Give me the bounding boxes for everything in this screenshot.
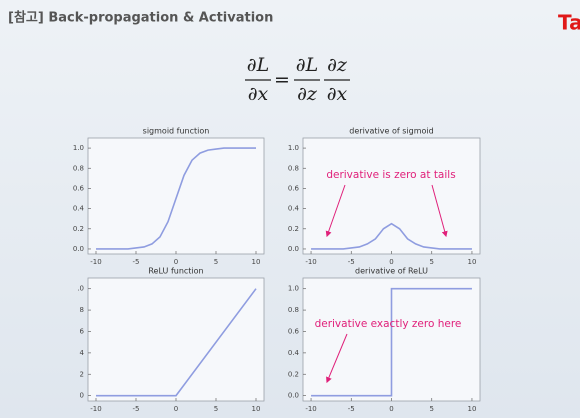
data-line: [311, 287, 472, 397]
chart-title: derivative of sigmoid: [349, 127, 433, 136]
x-tick-label: 0: [174, 405, 178, 413]
y-tick-label: 0.0: [288, 245, 299, 253]
y-tick-label: 0.4: [73, 205, 85, 213]
annotation-arrow: [325, 184, 346, 238]
x-tick-label: 10: [252, 258, 261, 266]
eq-denominator: ∂z: [297, 83, 318, 105]
x-tick-label: 5: [214, 405, 218, 413]
chart-title: sigmoid function: [143, 127, 210, 136]
eq-numerator: ∂L: [296, 54, 318, 76]
x-tick-label: -10: [305, 258, 316, 266]
x-tick-label: 5: [429, 405, 433, 413]
y-tick-label: 0.8: [73, 164, 84, 172]
equation: ∂L∂x=∂L∂z∂z∂x: [245, 54, 350, 105]
x-tick-label: -5: [348, 405, 355, 413]
chart-title: derivative of ReLU: [355, 267, 428, 276]
y-tick-label: 0.8: [288, 164, 299, 172]
data-line: [96, 147, 256, 250]
eq-numerator: ∂z: [327, 54, 348, 76]
y-tick-label: 0.4: [288, 349, 300, 357]
annotation-arrow: [431, 184, 448, 238]
y-tick-label: 0.2: [73, 225, 84, 233]
x-tick-label: -10: [90, 405, 101, 413]
y-tick-label: 0.2: [288, 370, 299, 378]
data-line: [96, 288, 257, 397]
annotation: derivative exactly zero here: [315, 318, 462, 330]
eq-denominator: ∂x: [248, 83, 269, 105]
annotation: derivative is zero at tails: [326, 169, 455, 181]
x-tick-label: -10: [90, 258, 101, 266]
slide-title: [참고] Back-propagation & Activation: [8, 10, 273, 26]
x-tick-label: -10: [305, 405, 316, 413]
chart-title: ReLU function: [148, 267, 203, 276]
y-tick-label: 4: [80, 349, 85, 357]
y-tick-label: 0.6: [288, 184, 300, 192]
y-tick-label: 8: [80, 306, 84, 314]
x-tick-label: -5: [348, 258, 355, 266]
y-tick-label: 0.0: [73, 245, 84, 253]
x-tick-label: 5: [214, 258, 218, 266]
y-tick-label: 0: [80, 392, 84, 400]
x-tick-label: 5: [429, 258, 433, 266]
eq-denominator: ∂x: [327, 83, 348, 105]
x-tick-label: 10: [467, 405, 476, 413]
x-tick-label: 10: [467, 258, 476, 266]
x-tick-label: -5: [133, 405, 140, 413]
y-tick-label: 1.0: [288, 144, 299, 152]
y-tick-label: 0.6: [73, 184, 85, 192]
eq-numerator: ∂L: [247, 54, 269, 76]
x-tick-label: 10: [252, 405, 261, 413]
annotation-arrow: [326, 333, 348, 384]
y-tick-label: 0.2: [288, 225, 299, 233]
y-tick-label: 0.4: [288, 205, 300, 213]
eq-sign: =: [274, 69, 290, 91]
plot-frame: [87, 137, 265, 255]
x-tick-label: 0: [174, 258, 178, 266]
y-tick-label: 1.0: [73, 144, 84, 152]
x-tick-label: 0: [389, 258, 393, 266]
x-tick-label: 0: [389, 405, 393, 413]
y-tick-label: 1.0: [288, 285, 299, 293]
plot-frame: [302, 137, 481, 255]
x-tick-label: -5: [133, 258, 140, 266]
y-tick-label: 2: [80, 370, 84, 378]
logo: Ta: [558, 11, 580, 35]
y-tick-label: 6: [80, 327, 85, 335]
y-tick-label: 0.8: [288, 306, 299, 314]
y-tick-label: 0.6: [288, 327, 300, 335]
data-line: [311, 222, 472, 250]
y-tick-label: 0.0: [288, 392, 299, 400]
y-tick-label: .0: [77, 285, 84, 293]
plot-frame: [87, 277, 265, 402]
